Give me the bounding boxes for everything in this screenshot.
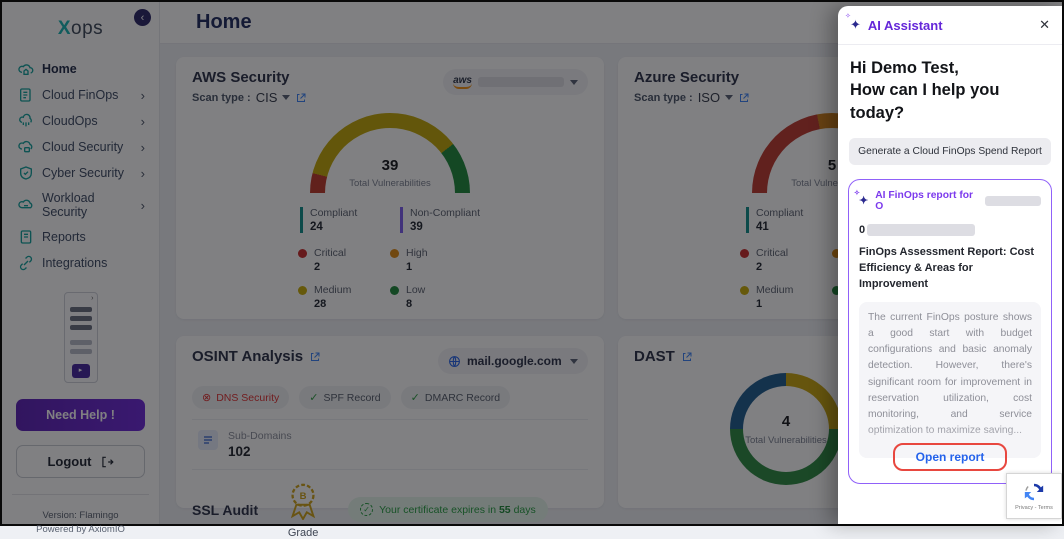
ai-panel-header: ✧ ✦ AI Assistant ✕: [838, 6, 1062, 45]
ai-assistant-panel: ✧ ✦ AI Assistant ✕ Hi Demo Test, How can …: [838, 6, 1062, 524]
powered-by-label: Powered by AxiomIO: [36, 524, 125, 536]
greeting-line1: Hi Demo Test,: [850, 59, 959, 77]
sparkles-icon: ✧ ✦: [845, 13, 861, 32]
report-title: FinOps Assessment Report: Cost Efficienc…: [859, 245, 1035, 290]
close-icon[interactable]: ✕: [1039, 17, 1050, 32]
redacted-account-id: [867, 223, 976, 236]
report-body-preview: The current FinOps posture shows a good …: [859, 301, 1041, 458]
recaptcha-privacy-terms[interactable]: Privacy - Terms: [1015, 505, 1053, 511]
report-card-header: ✧ ✦ AI FinOps report for O: [854, 190, 1041, 212]
annotation-highlight-oval: Open report: [892, 442, 1008, 471]
ai-panel-title: AI Assistant: [867, 17, 943, 33]
recaptcha-icon: [1024, 483, 1044, 501]
ai-finops-report-card: ✧ ✦ AI FinOps report for O 0 FinOps Asses…: [848, 178, 1052, 484]
ai-greeting: Hi Demo Test, How can I help you today?: [838, 45, 1062, 124]
generate-finops-report-button[interactable]: Generate a Cloud FinOps Spend Report: [849, 137, 1051, 165]
report-account-line: 0: [859, 223, 1041, 236]
open-report-link[interactable]: Open report: [915, 449, 985, 464]
greeting-line2: How can I help you today?: [850, 81, 1000, 122]
redacted-org-name: [985, 195, 1041, 206]
recaptcha-badge[interactable]: Privacy - Terms: [1006, 473, 1062, 519]
text-fade: [859, 423, 1041, 458]
sparkles-icon: ✧ ✦: [854, 190, 869, 208]
grade-label: Grade: [287, 527, 319, 539]
